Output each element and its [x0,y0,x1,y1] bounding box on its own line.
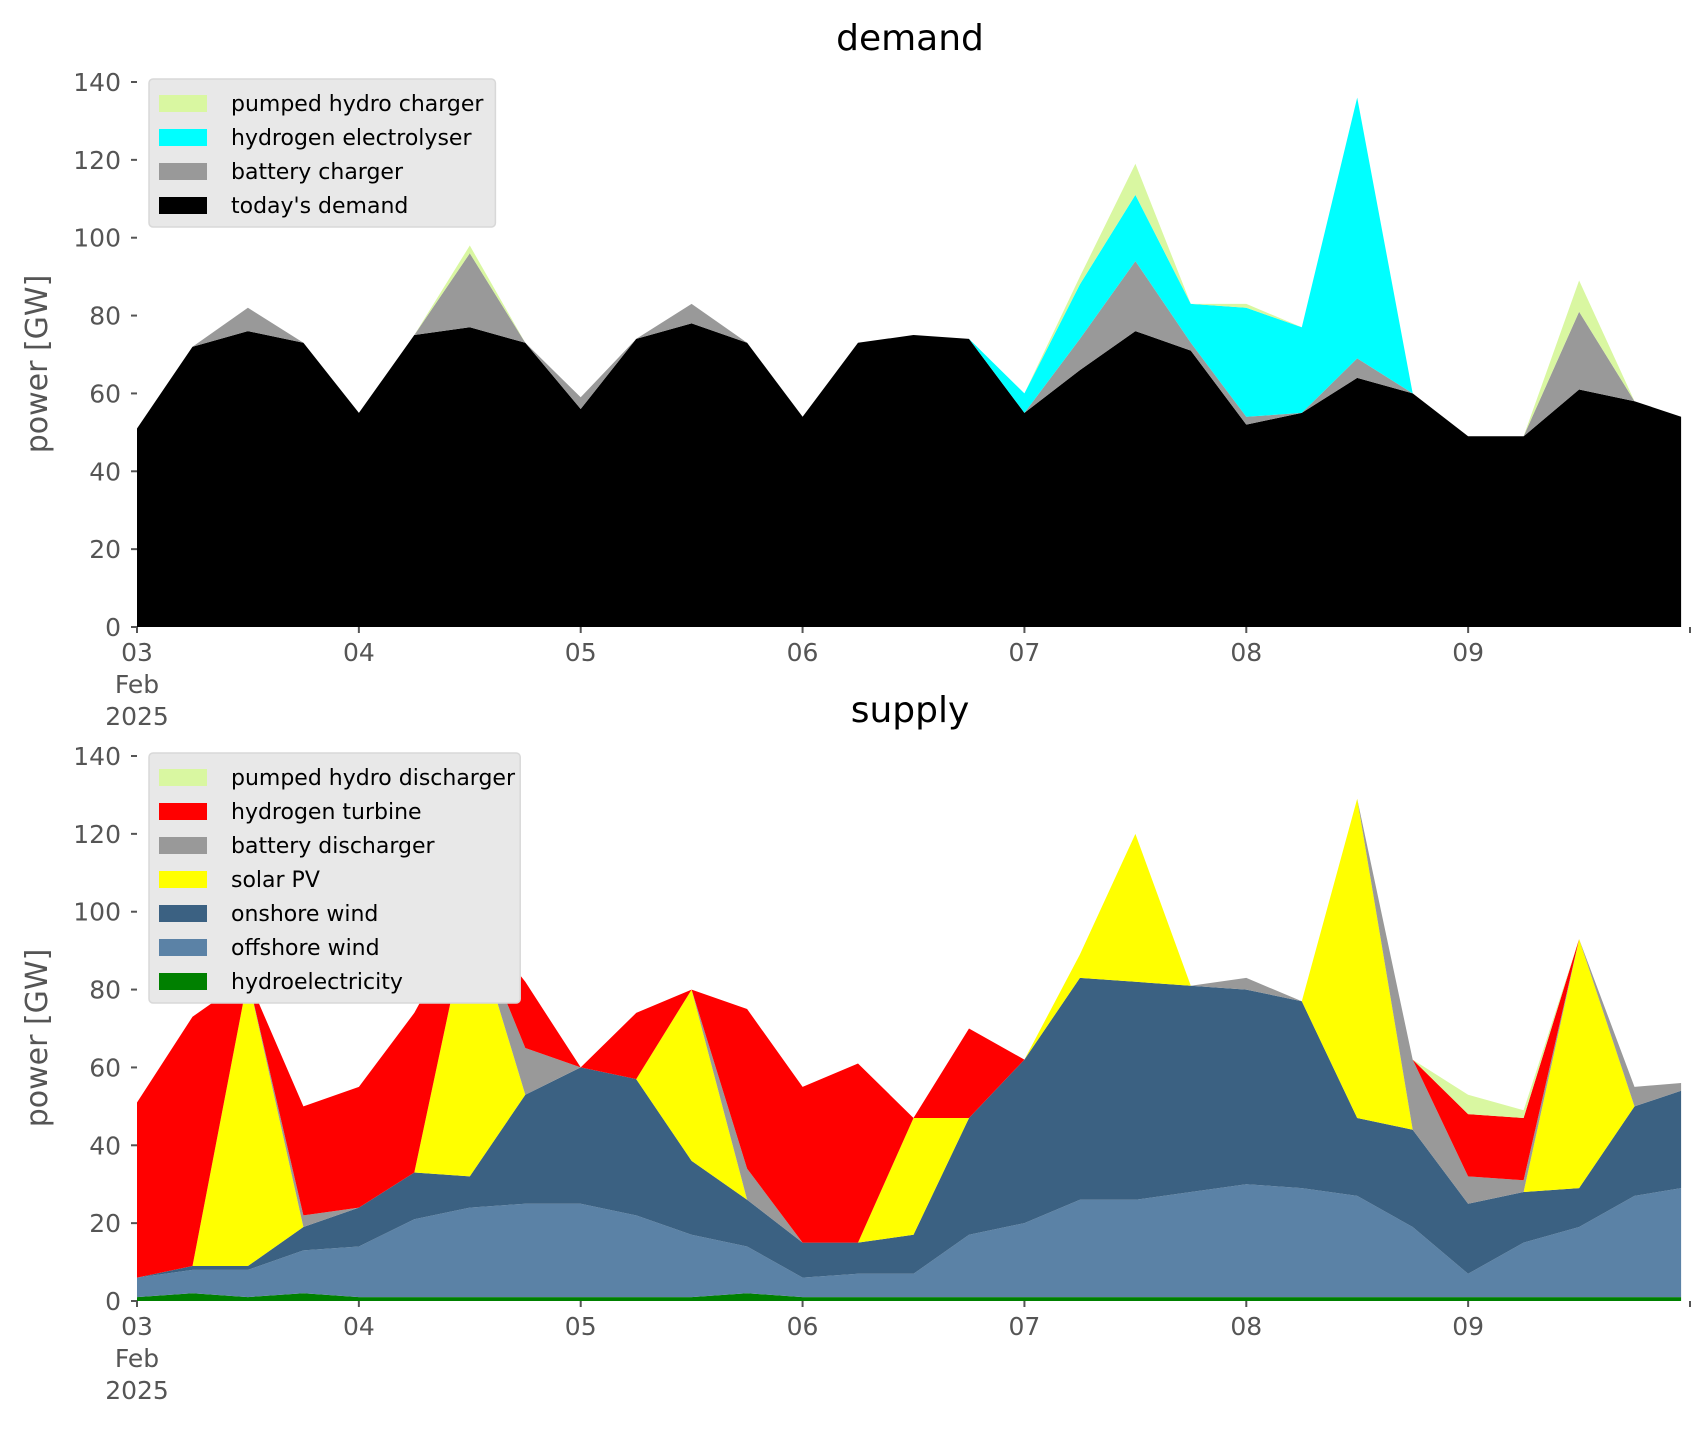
supply-legend-label-pumped-hydro-discharger: pumped hydro discharger [231,766,516,791]
demand-x-tick-label: 04 [343,638,375,667]
supply-legend-swatch-offshore-wind [159,939,207,956]
demand-legend-label-battery-charger: battery charger [231,160,404,185]
supply-legend-label-battery-discharger: battery discharger [231,834,436,859]
supply-x-tick-sublabel: 2025 [105,1376,169,1405]
supply-x-tick-label: 04 [343,1312,375,1341]
supply-legend-label-onshore-wind: onshore wind [231,902,378,927]
supply-x-tick-label: 08 [1230,1312,1262,1341]
supply-axes: 0 20 40 60 80 100 120 140 03 Feb 2025 04 05 06 07 08 09 [73,742,1691,1405]
demand-x-tick-label: 08 [1230,638,1262,667]
demand-legend-label-today-s-demand: today's demand [231,194,408,219]
demand-legend-swatch-today-s-demand [159,197,207,214]
demand-legend: pumped hydro charger hydrogen electrolyse… [148,78,497,228]
demand-legend-swatch-battery-charger [159,163,207,180]
supply-legend-label-offshore-wind: offshore wind [231,936,380,961]
supply-area-onshore-wind [137,977,1682,1278]
supply-legend-swatch-hydrogen-turbine [159,803,207,820]
supply-legend: pumped hydro discharger hydrogen turbine b… [148,752,521,1004]
supply-stacked-areas [137,798,1682,1301]
demand-y-tick-label: 80 [89,302,121,331]
demand-y-tick-label: 100 [73,224,121,253]
demand-y-tick-label: 40 [89,457,121,486]
supply-x-tick-sublabel: Feb [115,1344,159,1373]
supply-x-tick-label: 09 [1452,1312,1484,1341]
demand-panel: demand power [GW] 0 20 40 60 80 100 120 140 03 Fe… [20,18,1691,731]
supply-y-axis-label: power [GW] [20,949,55,1128]
demand-stacked-areas [137,97,1682,627]
demand-legend-label-hydrogen-electrolyser: hydrogen electrolyser [231,126,472,151]
supply-y-tick-label: 0 [105,1287,121,1316]
supply-y-tick-label: 60 [89,1053,121,1082]
supply-y-tick-label: 80 [89,976,121,1005]
demand-x-tick-label: 05 [565,638,597,667]
demand-legend-box [148,78,497,228]
supply-x-tick-label: 06 [787,1312,819,1341]
supply-legend-box [148,752,521,1004]
demand-y-tick-label: 0 [105,613,121,642]
demand-title: demand [836,18,984,59]
supply-area-solar-pv [137,798,1682,1278]
demand-legend-label-pumped-hydro-charger: pumped hydro charger [231,92,484,117]
demand-y-tick-label: 120 [73,146,121,175]
supply-legend-label-hydroelectricity: hydroelectricity [231,970,403,995]
demand-axes: 0 20 40 60 80 100 120 140 03 Feb 2025 04 05 06 07 08 09 [73,68,1691,731]
supply-legend-swatch-battery-discharger [159,837,207,854]
supply-legend-swatch-pumped-hydro-discharger [159,769,207,786]
demand-y-tick-label: 140 [73,68,121,97]
demand-x-tick-sublabel: Feb [115,670,159,699]
demand-area-today-s-demand [137,323,1682,627]
supply-legend-label-hydrogen-turbine: hydrogen turbine [231,800,422,825]
demand-area-hydrogen-electrolyser [137,97,1682,437]
supply-legend-swatch-solar-pv [159,871,207,888]
supply-area-offshore-wind [137,1184,1682,1298]
demand-x-tick-label: 03 [121,638,153,667]
supply-y-tick-label: 40 [89,1131,121,1160]
supply-y-tick-label: 100 [73,898,121,927]
demand-x-tick-label: 06 [787,638,819,667]
demand-legend-swatch-pumped-hydro-charger [159,95,207,112]
supply-panel: supply power [GW] 0 20 40 60 80 100 120 140 03 Fe… [20,690,1691,1405]
demand-x-tick-sublabel: 2025 [105,702,169,731]
demand-legend-swatch-hydrogen-electrolyser [159,129,207,146]
demand-x-tick-label: 09 [1452,638,1484,667]
supply-x-tick-label: 05 [565,1312,597,1341]
supply-legend-swatch-hydroelectricity [159,973,207,990]
supply-x-tick-label: 07 [1009,1312,1041,1341]
demand-y-tick-label: 20 [89,535,121,564]
supply-title: supply [851,690,970,731]
supply-legend-swatch-onshore-wind [159,905,207,922]
demand-x-tick-label: 07 [1009,638,1041,667]
demand-y-axis-label: power [GW] [20,275,55,454]
supply-y-tick-label: 20 [89,1209,121,1238]
supply-y-tick-label: 140 [73,742,121,771]
supply-legend-label-solar-pv: solar PV [231,868,320,893]
supply-y-tick-label: 120 [73,820,121,849]
demand-y-tick-label: 60 [89,379,121,408]
supply-x-tick-label: 03 [121,1312,153,1341]
